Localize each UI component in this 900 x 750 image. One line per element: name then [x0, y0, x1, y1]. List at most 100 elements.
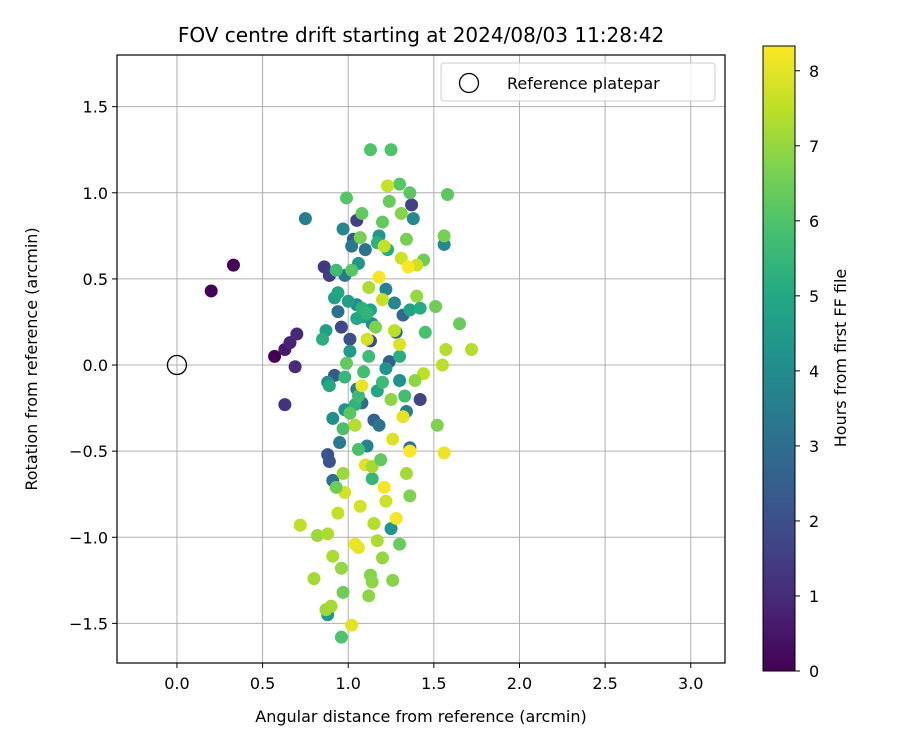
- colorbar-tick-label: 0: [809, 662, 819, 681]
- data-point: [288, 360, 302, 374]
- colorbar-label: Hours from first FF file: [831, 269, 850, 448]
- colorbar-tick-label: 1: [809, 587, 819, 606]
- data-point: [358, 243, 372, 257]
- data-point: [351, 389, 365, 403]
- data-point: [322, 454, 336, 468]
- data-point: [338, 370, 352, 384]
- data-point: [336, 585, 350, 599]
- y-tick-label: −0.5: [69, 442, 108, 461]
- data-point: [439, 343, 453, 357]
- data-point: [370, 534, 384, 548]
- data-point: [336, 467, 350, 481]
- data-point: [331, 286, 345, 300]
- data-point: [379, 282, 393, 296]
- data-point: [375, 551, 389, 565]
- data-point: [393, 177, 407, 191]
- data-point: [348, 537, 362, 551]
- data-point: [343, 406, 357, 420]
- data-point: [387, 324, 401, 338]
- data-point: [384, 392, 398, 406]
- data-point: [413, 392, 427, 406]
- data-point: [369, 320, 383, 334]
- data-point: [430, 418, 444, 432]
- data-point: [351, 442, 365, 456]
- data-point: [367, 516, 381, 530]
- data-point: [394, 206, 408, 220]
- legend-box: [440, 62, 716, 102]
- data-point: [399, 467, 413, 481]
- data-point: [316, 332, 330, 346]
- x-tick-label: 1.5: [421, 674, 446, 693]
- x-tick-label: 3.0: [678, 674, 703, 693]
- data-points: [204, 143, 479, 644]
- x-axis-label: Angular distance from reference (arcmin): [255, 707, 586, 726]
- data-point: [375, 215, 389, 229]
- data-point: [322, 379, 336, 393]
- data-point: [278, 398, 292, 412]
- data-point: [393, 337, 407, 351]
- data-point: [384, 522, 398, 536]
- data-point: [441, 188, 455, 202]
- data-point: [345, 263, 359, 277]
- data-point: [326, 549, 340, 563]
- colorbar-tick-label: 7: [809, 137, 819, 156]
- data-point: [389, 511, 403, 525]
- data-point: [345, 618, 359, 632]
- data-point: [406, 212, 420, 226]
- data-point: [333, 436, 347, 450]
- reference-platepar-marker: [166, 354, 188, 376]
- x-tick-label: 0.0: [164, 674, 189, 693]
- data-point: [403, 303, 417, 317]
- data-point: [396, 410, 410, 424]
- grid: [117, 55, 725, 663]
- colorbar-tick-label: 6: [809, 212, 819, 231]
- data-point: [387, 296, 401, 310]
- data-point: [453, 317, 467, 331]
- data-point: [382, 194, 396, 208]
- data-point: [372, 418, 386, 432]
- colorbar: [762, 45, 796, 672]
- x-axis: 0.0 0.5 1.0 1.5 2.0 2.5 3.0: [164, 663, 703, 693]
- data-point: [329, 263, 343, 277]
- data-point: [290, 327, 304, 341]
- data-point: [336, 222, 350, 236]
- data-point: [381, 179, 395, 193]
- data-point: [403, 186, 417, 200]
- data-point: [334, 320, 348, 334]
- x-tick-label: 2.5: [592, 674, 617, 693]
- data-point: [465, 343, 479, 357]
- data-point: [403, 444, 417, 458]
- y-tick-label: 0.5: [83, 270, 108, 289]
- data-point: [401, 260, 415, 274]
- data-point: [341, 294, 355, 308]
- data-point: [375, 375, 389, 389]
- data-point: [375, 293, 389, 307]
- x-tick-label: 1.0: [335, 674, 360, 693]
- data-point: [393, 374, 407, 388]
- legend-label-reference: Reference platepar: [507, 74, 660, 93]
- data-point: [363, 143, 377, 157]
- data-point: [343, 344, 357, 358]
- y-tick-label: −1.0: [69, 528, 108, 547]
- x-tick-label: 2.0: [507, 674, 532, 693]
- colorbar-tick-label: 5: [809, 287, 819, 306]
- y-axis-label: Rotation from reference (arcmin): [22, 227, 41, 490]
- data-point: [360, 306, 374, 320]
- reference-marker-group: [166, 354, 188, 376]
- data-point: [345, 239, 359, 253]
- data-point: [418, 325, 432, 339]
- data-point: [336, 422, 350, 436]
- data-point: [410, 289, 424, 303]
- data-point: [429, 299, 443, 313]
- y-axis: −1.5 −1.0 −0.5 0.0 0.5 1.0 1.5: [69, 98, 117, 633]
- data-point: [408, 374, 422, 388]
- data-point: [324, 599, 338, 613]
- data-point: [331, 506, 345, 520]
- data-point: [405, 198, 419, 212]
- data-point: [374, 453, 388, 467]
- data-point: [350, 312, 364, 326]
- data-point: [293, 518, 307, 532]
- colorbar-ticks: 0 1 2 3 4 5 6 7 8: [795, 62, 819, 681]
- data-point: [334, 561, 348, 575]
